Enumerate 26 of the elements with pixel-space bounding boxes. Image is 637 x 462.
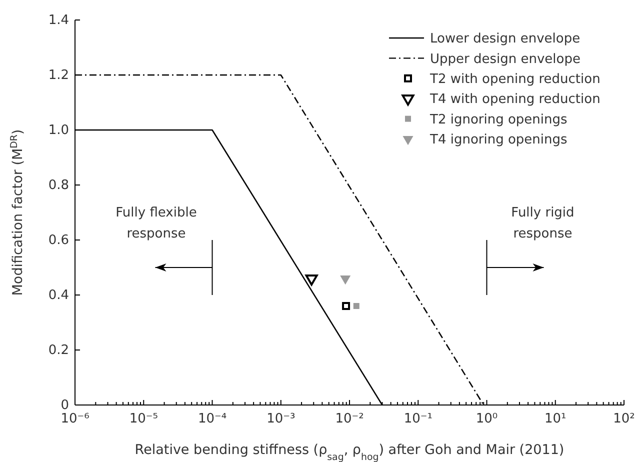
y-tick-label: 0.8 <box>48 178 69 194</box>
y-tick-label: 0.4 <box>48 288 69 304</box>
y-tick-label: 1.0 <box>48 123 69 138</box>
x-tick-label: 10⁻⁵ <box>129 411 158 426</box>
x-tick-label: 10¹ <box>544 411 566 426</box>
legend-label: T2 ignoring openings <box>429 112 568 128</box>
legend-label: T4 ignoring openings <box>429 132 568 148</box>
y-tick-label: 1.2 <box>48 68 69 84</box>
y-tick-label: 0.2 <box>48 343 69 358</box>
legend-label: T4 with opening reduction <box>429 92 600 108</box>
x-tick-label: 10⁻¹ <box>404 411 432 426</box>
y-tick-label: 1.4 <box>48 13 69 28</box>
x-tick-label: 10⁻² <box>335 411 364 426</box>
x-tick-label: 10⁻⁶ <box>60 411 90 426</box>
x-tick-label: 10⁻⁴ <box>198 411 227 426</box>
legend-label: Lower design envelope <box>430 32 580 47</box>
x-tick-label: 10⁻³ <box>266 411 296 426</box>
y-tick-label: 0.6 <box>48 233 69 248</box>
x-tick-label: 10⁰ <box>476 411 498 426</box>
annotation: Fully rigid response <box>511 206 574 242</box>
annotation: Fully flexible response <box>116 206 197 242</box>
legend-label: Upper design envelope <box>430 52 580 67</box>
x-tick-label: 10² <box>613 411 635 426</box>
y-tick-label: 0 <box>60 398 69 414</box>
x-axis-title: Relative bending stiffness (ρ$_{sag}$, ρ$_{hog}$) after Goh and Mair (2011) <box>134 442 564 462</box>
legend-label: T2 with opening reduction <box>429 72 600 87</box>
